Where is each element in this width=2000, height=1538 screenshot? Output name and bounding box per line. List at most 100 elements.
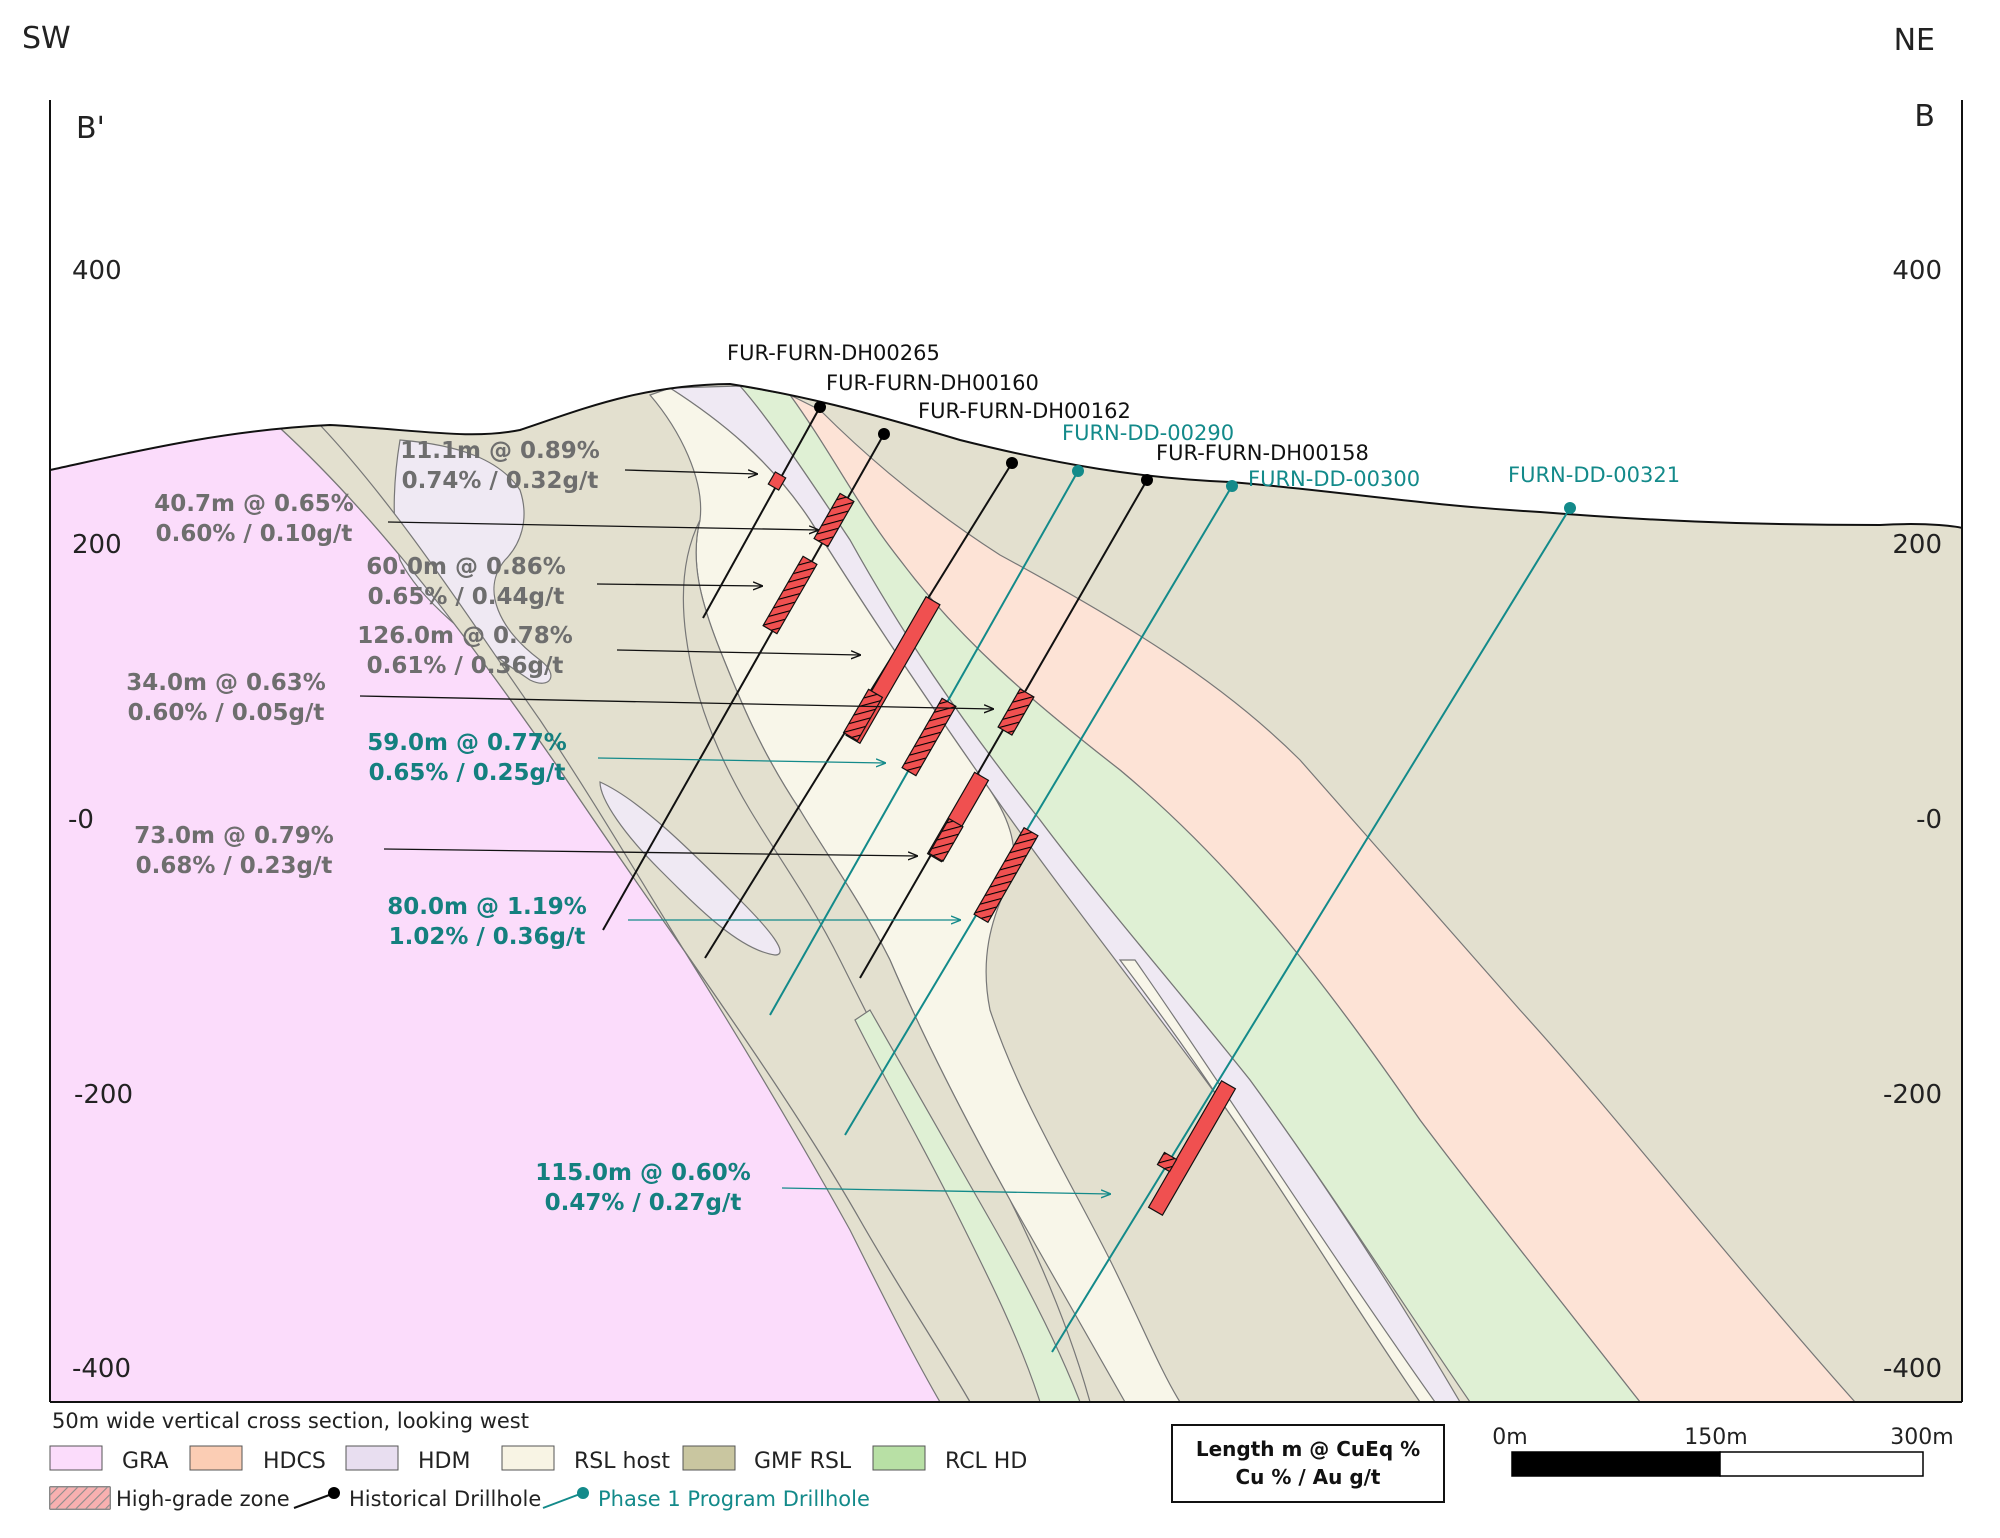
intercept-label: 115.0m @ 0.60%	[535, 1160, 751, 1186]
intercept-label: 126.0m @ 0.78%	[357, 623, 573, 649]
orientation-sw: SW	[22, 21, 71, 56]
intercept-leaders	[359, 470, 1110, 1194]
legend-item-gra: GRA	[49, 1445, 169, 1474]
scale-bar: 0m 150m 300m	[1492, 1425, 1954, 1477]
intercept-label: 40.7m @ 0.65%	[154, 491, 354, 517]
unit-gmf-rsl-west	[682, 519, 1091, 1402]
unit-rsl-host-east	[1118, 959, 1437, 1402]
elev-label: -400	[72, 1354, 131, 1384]
drillhole-collar-dh00158	[1141, 474, 1153, 486]
intercept-label: 0.61% / 0.36g/t	[367, 653, 564, 679]
unit-hdm-lens	[599, 781, 781, 956]
elev-label: -0	[1916, 805, 1942, 835]
legend-item-hdm: HDM	[345, 1445, 470, 1474]
intercept-label: 73.0m @ 0.79%	[134, 823, 334, 849]
svg-text:GMF RSL: GMF RSL	[754, 1449, 852, 1474]
intercept-label: 80.0m @ 1.19%	[387, 894, 587, 920]
intercept-box	[973, 826, 1039, 924]
drillhole-label: FURN-DD-00290	[1062, 421, 1234, 445]
drillhole-label: FURN-DD-00321	[1508, 463, 1680, 487]
elev-label: 200	[72, 530, 122, 560]
elev-label: 400	[72, 256, 122, 286]
drillhole-collar-dd00321	[1564, 502, 1576, 514]
svg-text:Phase 1 Program Drillhole: Phase 1 Program Drillhole	[598, 1487, 870, 1511]
intercept-box	[813, 492, 855, 548]
svg-text:RCL HD: RCL HD	[945, 1449, 1027, 1474]
svg-text:Length m @ CuEq %: Length m @ CuEq %	[1196, 1437, 1420, 1461]
intercept-labels: 11.1m @ 0.89% 0.74% / 0.32g/t 40.7m @ 0.…	[126, 438, 751, 1216]
intercept-label: 34.0m @ 0.63%	[126, 670, 326, 696]
drillhole-collar-dh00162	[1006, 457, 1018, 469]
intercept-box-hatch	[928, 817, 964, 863]
section-note: 50m wide vertical cross section, looking…	[52, 1409, 529, 1433]
elev-label: -400	[1883, 1354, 1942, 1384]
intercept-box-hatch	[1156, 1151, 1178, 1173]
unit-boundary-sliver	[278, 424, 972, 1402]
drillhole-label: FUR-FURN-DH00162	[918, 399, 1131, 423]
elevation-labels-left: 400 200 -0 -200 -400	[68, 256, 133, 1384]
elev-label: 400	[1892, 256, 1942, 286]
intercept-box-hatch	[842, 688, 884, 742]
elevation-labels-right: 400 200 -0 -200 -400	[1883, 256, 1942, 1384]
phase1-collar-icon	[577, 1487, 589, 1499]
orientation-ne: NE	[1894, 23, 1935, 58]
intercept-label: 0.65% / 0.44g/t	[368, 584, 565, 610]
scale-label: 300m	[1890, 1425, 1953, 1450]
intercept-box	[762, 555, 818, 635]
drillhole-labels: FUR-FURN-DH00265 FUR-FURN-DH00160 FUR-FU…	[727, 341, 1680, 491]
section-end-right: B	[1914, 99, 1935, 134]
drillhole-collar-dd00300	[1226, 480, 1238, 492]
legend-item-hdcs: HDCS	[189, 1445, 326, 1474]
legend-item-high-grade: High-grade zone	[49, 1486, 290, 1511]
svg-text:GRA: GRA	[122, 1449, 169, 1474]
intercept-box	[1147, 1079, 1237, 1217]
scale-label: 150m	[1684, 1425, 1747, 1450]
drillhole-trace-dh00265	[702, 406, 821, 619]
topographic-surface	[49, 382, 1963, 529]
elev-label: -0	[68, 805, 94, 835]
svg-text:HDCS: HDCS	[263, 1449, 326, 1474]
svg-text:High-grade zone: High-grade zone	[116, 1487, 290, 1511]
svg-text:Historical Drillhole: Historical Drillhole	[349, 1487, 541, 1511]
drillhole-trace-dd00300	[844, 485, 1233, 1136]
intercept-box	[997, 688, 1035, 736]
elev-label: -200	[1883, 1080, 1942, 1110]
intercept-box	[767, 471, 787, 491]
drillhole-label: FUR-FURN-DH00160	[826, 371, 1039, 395]
intercept-label: 0.60% / 0.10g/t	[156, 521, 353, 547]
intercept-label: 0.60% / 0.05g/t	[128, 700, 325, 726]
intercept-label: 1.02% / 0.36g/t	[389, 924, 586, 950]
drillhole-label: FUR-FURN-DH00265	[727, 341, 940, 365]
elev-label: 200	[1892, 530, 1942, 560]
legend-item-gmf-rsl: GMF RSL	[682, 1445, 852, 1474]
intercept-label: 11.1m @ 0.89%	[400, 438, 600, 464]
drillhole-label: FUR-FURN-DH00158	[1156, 441, 1369, 465]
legend-item-historical: Historical Drillhole	[293, 1487, 541, 1511]
intercept-key-box: Length m @ CuEq % Cu % / Au g/t	[1171, 1424, 1445, 1503]
scale-label: 0m	[1492, 1425, 1527, 1450]
drillhole-collar-dd00290	[1072, 465, 1084, 477]
intercept-label: 0.68% / 0.23g/t	[136, 853, 333, 879]
geology-section	[50, 384, 1962, 1402]
drillhole-trace-dd00321	[1051, 507, 1571, 1353]
legend-item-phase1: Phase 1 Program Drillhole	[542, 1487, 870, 1511]
unit-hdm-west	[393, 439, 552, 684]
intercept-box	[901, 697, 957, 777]
intercept-label: 0.65% / 0.25g/t	[369, 760, 566, 786]
svg-text:RSL host: RSL host	[574, 1449, 670, 1474]
section-frame	[49, 100, 1963, 1403]
historical-collar-icon	[328, 1487, 340, 1499]
drillhole-collar-dh00265	[814, 401, 826, 413]
legend-item-rsl-host: RSL host	[501, 1445, 670, 1474]
intercept-label: 0.47% / 0.27g/t	[545, 1190, 742, 1216]
svg-text:Cu % / Au g/t: Cu % / Au g/t	[1235, 1465, 1380, 1489]
unit-rcl-hd-west	[854, 1009, 1081, 1402]
drillhole-collar-dh00160	[878, 428, 890, 440]
svg-text:HDM: HDM	[418, 1449, 470, 1474]
legend: GRA HDCS HDM RSL host GMF RSL RCL HD Hig…	[49, 1445, 1027, 1511]
drillhole-label: FURN-DD-00300	[1248, 467, 1420, 491]
intercept-label: 59.0m @ 0.77%	[367, 730, 567, 756]
section-end-left: B'	[76, 111, 105, 146]
elev-label: -200	[74, 1080, 133, 1110]
